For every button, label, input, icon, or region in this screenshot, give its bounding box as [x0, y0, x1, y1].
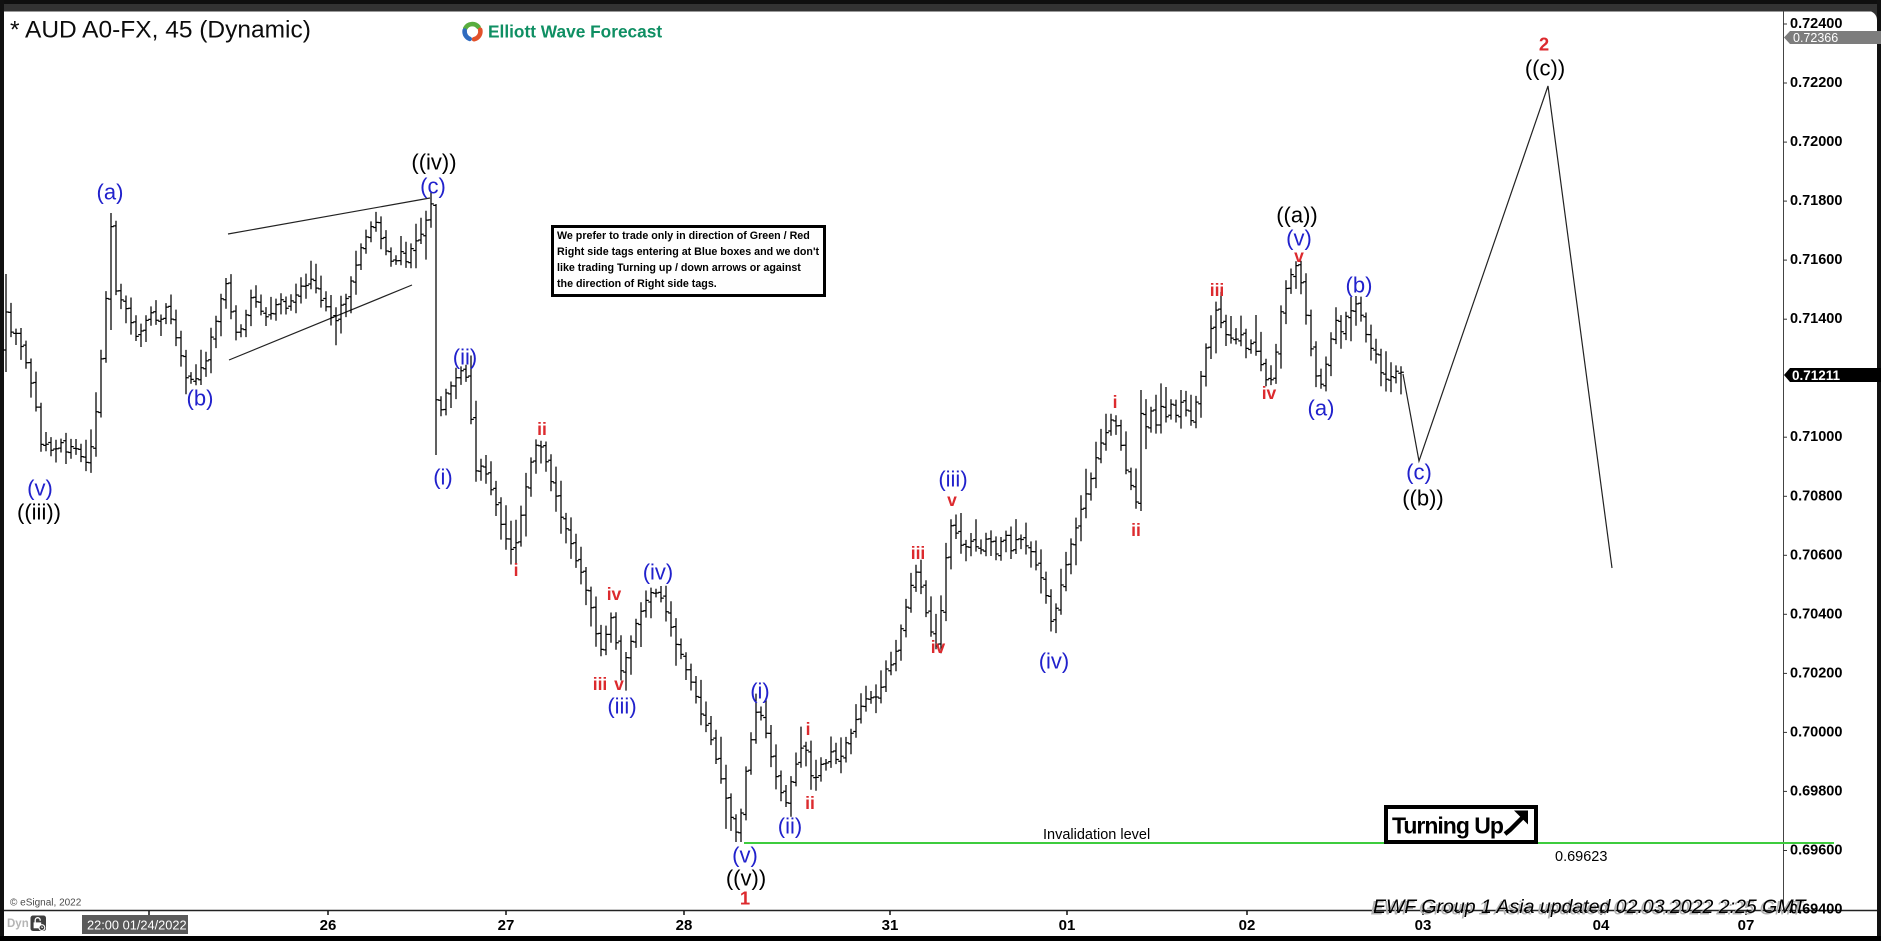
svg-text:iii: iii	[911, 543, 926, 563]
svg-text:2: 2	[1539, 34, 1549, 55]
svg-text:((a)): ((a))	[1276, 203, 1318, 228]
svg-text:(b): (b)	[1346, 273, 1373, 298]
svg-text:(ii): (ii)	[453, 345, 477, 370]
svg-text:Invalidation level: Invalidation level	[1043, 827, 1150, 843]
svg-text:ii: ii	[805, 793, 815, 813]
svg-text:0.70600: 0.70600	[1790, 547, 1842, 563]
svg-text:(ii): (ii)	[778, 814, 802, 839]
svg-text:iv: iv	[1262, 383, 1277, 403]
svg-text:((iv)): ((iv))	[411, 150, 456, 175]
svg-text:(iv): (iv)	[1039, 649, 1070, 674]
svg-text:(v): (v)	[732, 843, 758, 868]
svg-text:((iii)): ((iii))	[17, 500, 61, 525]
svg-text:31: 31	[882, 917, 899, 934]
svg-text:v: v	[1294, 246, 1304, 266]
svg-text:((c)): ((c))	[1525, 56, 1565, 81]
svg-text:EWF Group 1 Asia updated 02.03: EWF Group 1 Asia updated 02.03.2022 2:25…	[1371, 898, 1806, 920]
svg-text:EWF Group 1 Asia updated 02.03: EWF Group 1 Asia updated 02.03.2022 2:25…	[1373, 896, 1808, 918]
svg-text:Right side tags entering at Bl: Right side tags entering at Blue boxes a…	[557, 246, 819, 258]
svg-text:04: 04	[1593, 917, 1610, 934]
svg-text:(i): (i)	[433, 465, 453, 490]
svg-text:27: 27	[498, 917, 515, 934]
svg-text:26: 26	[320, 917, 337, 934]
svg-text:28: 28	[676, 917, 693, 934]
svg-text:0.70200: 0.70200	[1790, 665, 1842, 681]
svg-text:(v): (v)	[27, 476, 53, 501]
svg-text:0.71600: 0.71600	[1790, 252, 1842, 268]
svg-text:0.71400: 0.71400	[1790, 311, 1842, 327]
svg-text:(i): (i)	[750, 679, 770, 704]
svg-text:iii: iii	[593, 674, 608, 694]
svg-text:0.69400: 0.69400	[1790, 902, 1842, 918]
svg-text:0.72400: 0.72400	[1790, 16, 1842, 32]
svg-text:0.70400: 0.70400	[1790, 606, 1842, 622]
svg-text:03: 03	[1415, 917, 1432, 934]
svg-text:i: i	[1113, 392, 1118, 412]
svg-text:Turning Up: Turning Up	[1392, 813, 1504, 839]
svg-text:Elliott Wave Forecast: Elliott Wave Forecast	[488, 22, 662, 42]
svg-text:22:00 01/24/2022: 22:00 01/24/2022	[87, 918, 187, 933]
svg-text:(c): (c)	[1406, 460, 1432, 485]
svg-text:(iii): (iii)	[607, 694, 636, 719]
svg-text:0.70800: 0.70800	[1790, 488, 1842, 504]
svg-text:02: 02	[1239, 917, 1256, 934]
svg-text:iv: iv	[931, 637, 946, 657]
svg-text:© eSignal, 2022: © eSignal, 2022	[10, 898, 82, 909]
svg-text:i: i	[806, 719, 811, 739]
svg-text:(iii): (iii)	[938, 467, 967, 492]
svg-text:((v)): ((v))	[726, 866, 766, 891]
svg-text:0.72000: 0.72000	[1790, 134, 1842, 150]
svg-text:0.69800: 0.69800	[1790, 783, 1842, 799]
svg-text:0.69600: 0.69600	[1790, 843, 1842, 859]
svg-text:0.71211: 0.71211	[1792, 368, 1841, 383]
svg-text:i: i	[514, 560, 519, 580]
svg-text:Dyn: Dyn	[7, 918, 29, 930]
svg-text:((b)): ((b))	[1402, 486, 1444, 511]
svg-text:0.71000: 0.71000	[1790, 429, 1842, 445]
svg-text:(a): (a)	[97, 180, 124, 205]
svg-text:iv: iv	[607, 584, 622, 604]
svg-text:(v): (v)	[1286, 226, 1312, 251]
svg-text:(b): (b)	[187, 386, 214, 411]
svg-text:0.70000: 0.70000	[1790, 724, 1842, 740]
svg-text:0.72366: 0.72366	[1793, 31, 1838, 45]
svg-text:0.72200: 0.72200	[1790, 75, 1842, 91]
svg-text:07: 07	[1738, 917, 1755, 934]
svg-text:(iv): (iv)	[643, 560, 674, 585]
svg-text:0.69623: 0.69623	[1555, 849, 1607, 865]
svg-text:ii: ii	[1131, 520, 1141, 540]
svg-text:iii: iii	[1210, 280, 1225, 300]
svg-text:0.71800: 0.71800	[1790, 193, 1842, 209]
svg-text:* AUD A0-FX, 45 (Dynamic): * AUD A0-FX, 45 (Dynamic)	[10, 17, 311, 44]
svg-text:the direction of Right side ta: the direction of Right side tags.	[557, 278, 717, 290]
svg-text:We prefer to trade only in dir: We prefer to trade only in direction of …	[557, 230, 810, 242]
svg-text:01: 01	[1059, 917, 1076, 934]
svg-text:1: 1	[740, 888, 750, 909]
svg-text:like trading Turning up / down: like trading Turning up / down arrows or…	[557, 262, 801, 274]
svg-text:ii: ii	[537, 419, 547, 439]
svg-text:(c): (c)	[420, 174, 446, 199]
svg-text:v: v	[614, 674, 624, 694]
svg-text:v: v	[947, 490, 957, 510]
svg-text:(a): (a)	[1308, 396, 1335, 421]
